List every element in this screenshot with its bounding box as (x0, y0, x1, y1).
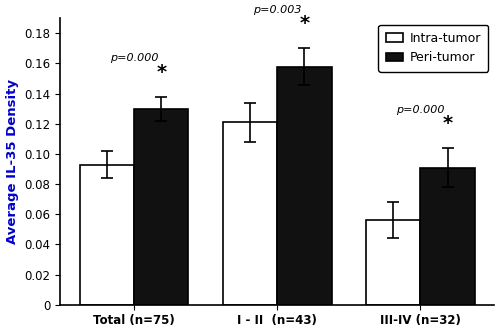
Bar (134, 109, 188, 305)
Bar (366, 220, 420, 305)
Text: p=0.000: p=0.000 (396, 105, 444, 115)
Bar (223, 122, 277, 305)
Legend: Intra-tumor, Peri-tumor: Intra-tumor, Peri-tumor (378, 25, 488, 72)
Y-axis label: Average IL-35 Density: Average IL-35 Density (6, 79, 18, 244)
Text: p=0.003: p=0.003 (253, 5, 302, 15)
Bar (80, 165, 134, 305)
Bar (420, 167, 474, 305)
Bar (277, 67, 332, 305)
Text: *: * (156, 63, 166, 82)
Text: *: * (300, 14, 310, 33)
Text: *: * (442, 114, 452, 133)
Text: p=0.000: p=0.000 (110, 54, 158, 64)
